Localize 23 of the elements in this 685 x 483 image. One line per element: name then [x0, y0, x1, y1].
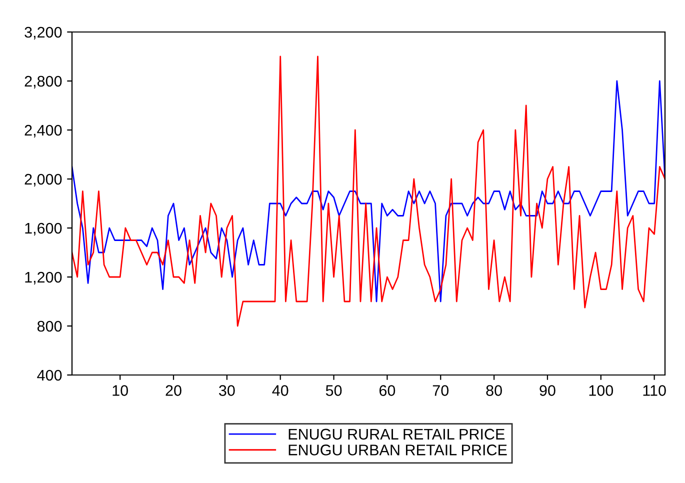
x-tick-label: 60 — [379, 385, 396, 396]
y-tick-label: 3,200 — [24, 26, 62, 40]
legend-label: ENUGU URBAN RETAIL PRICE — [288, 444, 507, 456]
y-tick-label: 2,800 — [24, 76, 62, 88]
x-tick-label: 100 — [589, 385, 614, 396]
y-tick-label: 1,200 — [25, 272, 62, 284]
y-tick-label: 2,000 — [24, 174, 62, 186]
y-tick-label: 1,600 — [25, 222, 62, 236]
x-tick-label: 50 — [326, 385, 342, 396]
y-tick-label: 800 — [37, 320, 62, 332]
x-tick-label: 20 — [166, 385, 182, 396]
y-tick-label: 400 — [37, 370, 62, 381]
y-tick-label: 2,400 — [24, 124, 62, 138]
x-tick-label: 40 — [272, 385, 288, 396]
x-tick-label: 90 — [540, 385, 556, 396]
x-tick-label: 110 — [643, 385, 666, 396]
x-tick-label: 80 — [486, 385, 502, 396]
x-tick-label: 70 — [432, 385, 449, 396]
x-tick-label: 30 — [219, 385, 235, 396]
line-series — [72, 80, 665, 302]
x-tick-label: 10 — [112, 385, 128, 396]
line-series — [72, 56, 665, 327]
legend-label: ENUGU RURAL RETAIL PRICE — [288, 428, 505, 440]
